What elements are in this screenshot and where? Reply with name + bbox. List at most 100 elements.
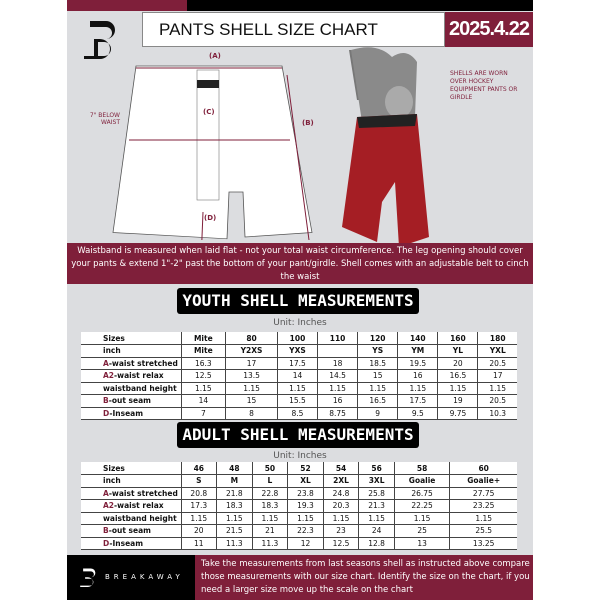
row-label: Sizes <box>81 462 181 475</box>
table-cell: 20 <box>437 357 478 370</box>
table-cell: XL <box>287 474 324 488</box>
table-cell: 9.5 <box>397 407 438 420</box>
table-cell: 19 <box>437 394 478 408</box>
table-cell: 15 <box>225 394 278 408</box>
table-cell: 16 <box>397 369 438 383</box>
table-cell: 1.15 <box>317 382 358 395</box>
footer-brand: BREAKAWAY <box>67 555 195 600</box>
table-cell: 21.5 <box>216 524 253 538</box>
table-cell: Mite <box>180 332 226 345</box>
row-label: B-out seam <box>81 394 181 408</box>
table-cell: 160 <box>437 332 478 345</box>
table-cell: 1.15 <box>437 382 478 395</box>
table-cell: 11.3 <box>251 537 288 550</box>
table-row: Sizes 46 48 50 52 54 56 58 60 <box>81 462 517 475</box>
table-cell: 17.3 <box>180 499 217 513</box>
table-cell: 80 <box>225 332 278 345</box>
measure-letter: A2 <box>103 371 115 381</box>
table-row: waistband height 1.15 1.15 1.15 1.15 1.15 1.15… <box>81 382 517 395</box>
table-cell: 22.25 <box>393 499 450 513</box>
measure-letter: D <box>103 538 110 548</box>
table-cell: 16.5 <box>357 394 398 408</box>
table-cell: 1.15 <box>251 512 288 525</box>
table-cell: 15.5 <box>276 394 318 408</box>
row-label-text: -Inseam <box>109 408 144 418</box>
adult-size-table: Sizes 46 48 50 52 54 56 58 60 inch S M L XL 2XL 3XL Goal… <box>81 462 517 550</box>
measure-label-a: (A) <box>209 52 221 60</box>
table-cell: 14 <box>276 369 318 383</box>
row-label: A-waist stretched <box>81 357 181 370</box>
table-cell: 1.15 <box>449 512 517 525</box>
table-row: A-waist stretched 20.8 21.8 22.8 23.8 24.8 25.… <box>81 487 517 500</box>
row-label-text: -out seam <box>108 396 151 406</box>
below-waist-note: 7" BELOW WAIST <box>89 112 120 126</box>
table-cell: 110 <box>317 332 358 345</box>
table-cell: 100 <box>276 332 318 345</box>
table-cell: 11 <box>180 537 217 550</box>
table-row: Sizes Mite 80 100 110 120 140 160 180 <box>81 332 517 345</box>
row-label-text: waistband height <box>103 383 177 393</box>
table-cell: 54 <box>322 462 359 475</box>
page-title: PANTS SHELL SIZE CHART <box>142 12 445 47</box>
table-cell: 20.5 <box>477 357 517 370</box>
table-cell: 58 <box>393 462 450 475</box>
table-cell: S <box>180 474 217 488</box>
table-cell: 20.8 <box>180 487 217 500</box>
table-row: inch Mite Y2XS YXS YS YM YL YXL <box>81 344 517 358</box>
table-cell: 1.15 <box>216 512 253 525</box>
row-label-text: -waist relax <box>114 371 164 381</box>
row-label: Sizes <box>81 332 181 345</box>
row-label: waistband height <box>81 382 181 395</box>
table-cell: 20.5 <box>477 394 517 408</box>
table-cell: 24.8 <box>322 487 359 500</box>
table-cell: 15 <box>357 369 398 383</box>
table-cell: YM <box>397 344 438 358</box>
table-cell: 16.3 <box>180 357 226 370</box>
youth-unit-label: Unit: Inches <box>273 318 327 328</box>
table-cell <box>317 344 358 358</box>
table-cell: 27.75 <box>449 487 517 500</box>
table-cell: 13.5 <box>225 369 278 383</box>
brand-name: BREAKAWAY <box>105 573 184 581</box>
row-label: waistband height <box>81 512 181 525</box>
table-cell: 8.75 <box>317 407 358 420</box>
table-row: inch S M L XL 2XL 3XL Goalie Goalie+ <box>81 474 517 488</box>
table-cell: 21.3 <box>358 499 395 513</box>
footer-instructions: Take the measurements from last seasons … <box>195 555 533 600</box>
table-row: A2-waist relax 12.5 13.5 14 14.5 15 16 16.5 17 <box>81 369 517 383</box>
table-cell: 23 <box>322 524 359 538</box>
table-cell: 1.15 <box>358 512 395 525</box>
table-cell: 18.3 <box>251 499 288 513</box>
table-cell: 26.75 <box>393 487 450 500</box>
table-cell: 18.3 <box>216 499 253 513</box>
youth-size-table: Sizes Mite 80 100 110 120 140 160 180 inch Mite Y2X… <box>81 332 517 420</box>
table-cell: 12.5 <box>180 369 226 383</box>
table-cell: YXL <box>477 344 517 358</box>
table-cell: Goalie <box>393 474 450 488</box>
table-cell: 14.5 <box>317 369 358 383</box>
row-label-text: inch <box>103 476 121 486</box>
measure-label-b: (B) <box>302 119 314 127</box>
table-cell: 1.15 <box>397 382 438 395</box>
table-cell: 1.15 <box>393 512 450 525</box>
top-bar-accent <box>67 0 187 11</box>
row-label-text: -waist stretched <box>108 488 178 498</box>
table-cell: 12.8 <box>358 537 395 550</box>
table-cell: 8.5 <box>276 407 318 420</box>
table-cell: 1.15 <box>287 512 324 525</box>
table-cell: 8 <box>225 407 278 420</box>
table-cell: 11.3 <box>216 537 253 550</box>
measure-letter: A <box>103 488 109 498</box>
table-cell: 19.5 <box>397 357 438 370</box>
table-cell: 1.15 <box>180 382 226 395</box>
table-row: D-Inseam 11 11.3 11.3 12 12.5 12.8 13 13.25 <box>81 537 517 550</box>
table-cell: 1.15 <box>276 382 318 395</box>
measure-letter: A <box>103 358 109 368</box>
row-label-text: -waist stretched <box>108 358 178 368</box>
table-cell: 22.3 <box>287 524 324 538</box>
table-cell: YXS <box>276 344 318 358</box>
table-cell: 120 <box>357 332 398 345</box>
date-badge: 2025.4.22 <box>445 12 533 47</box>
table-row: B-out seam 20 21.5 21 22.3 23 24 25 25.5 <box>81 524 517 538</box>
shells-note: SHELLS ARE WORN OVER HOCKEY EQUIPMENT PA… <box>450 70 518 101</box>
